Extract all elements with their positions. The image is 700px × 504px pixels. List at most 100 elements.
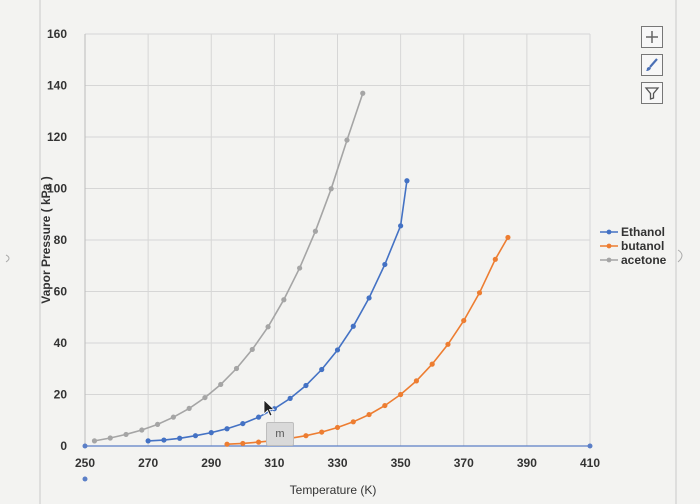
data-point[interactable] — [350, 419, 356, 425]
data-point[interactable] — [249, 346, 255, 353]
tick-labels: 0 20 40 60 80 100 120 140 160 250 270 290 310 330 350 3… — [47, 27, 600, 470]
x-tick-label: 330 — [327, 456, 347, 470]
chart-frame — [5, 0, 683, 504]
chart-filters-funnel-icon[interactable] — [641, 82, 663, 104]
data-point[interactable] — [334, 347, 341, 353]
x-axis-title: Temperature (K) — [290, 483, 377, 497]
legend-swatch-marker — [606, 257, 612, 263]
chart-styles-brush-icon[interactable] — [641, 54, 663, 76]
data-point[interactable] — [350, 323, 356, 329]
data-point[interactable] — [107, 435, 113, 441]
legend-swatch-marker — [606, 243, 612, 249]
data-point[interactable] — [366, 295, 372, 301]
series-butanol[interactable] — [224, 234, 511, 447]
data-point[interactable] — [344, 137, 350, 143]
data-point[interactable] — [192, 433, 199, 439]
x-tick-label: 410 — [580, 456, 600, 470]
plot-area[interactable] — [91, 90, 511, 447]
data-point[interactable] — [328, 186, 334, 192]
x-tick-label: 350 — [391, 456, 411, 470]
y-tick-label: 100 — [47, 182, 67, 196]
data-point[interactable] — [398, 223, 404, 229]
data-point[interactable] — [154, 421, 161, 427]
data-point[interactable] — [334, 424, 341, 431]
data-point[interactable] — [382, 402, 388, 409]
series-line-Ethanol[interactable] — [148, 180, 408, 442]
data-point[interactable] — [91, 438, 98, 444]
data-point[interactable] — [170, 414, 176, 420]
data-point[interactable] — [202, 394, 208, 401]
series-Ethanol[interactable] — [145, 178, 410, 444]
data-point[interactable] — [287, 395, 293, 401]
data-point[interactable] — [297, 265, 303, 271]
legend-label: Ethanol — [621, 225, 665, 239]
series-line-acetone[interactable] — [94, 92, 364, 442]
data-point[interactable] — [382, 261, 388, 268]
x-tick-label: 250 — [75, 456, 95, 470]
y-tick-label: 60 — [54, 285, 68, 299]
y-tick-label: 120 — [47, 130, 67, 144]
data-point[interactable] — [265, 324, 271, 330]
data-point[interactable] — [161, 437, 167, 443]
chart-elements-plus-icon[interactable] — [641, 26, 663, 48]
data-point[interactable] — [413, 378, 420, 384]
data-point[interactable] — [123, 431, 129, 438]
data-point[interactable] — [360, 90, 366, 96]
data-point[interactable] — [303, 382, 309, 389]
data-point[interactable] — [312, 228, 319, 234]
data-point[interactable] — [398, 391, 404, 398]
data-point[interactable] — [319, 429, 325, 435]
data-point[interactable] — [429, 361, 435, 367]
selection-handle — [82, 443, 88, 449]
gridlines — [85, 33, 591, 446]
data-point[interactable] — [319, 366, 325, 373]
data-point[interactable] — [271, 406, 277, 412]
y-axis-title: Vapor Pressure ( kPa ) — [39, 176, 53, 303]
legend-swatch-marker — [606, 229, 612, 235]
y-tick-label: 140 — [47, 79, 67, 93]
data-point[interactable] — [145, 438, 151, 444]
data-point[interactable] — [476, 290, 483, 296]
data-point[interactable] — [240, 440, 246, 447]
y-tick-label: 0 — [60, 439, 67, 453]
legend-item-acetone[interactable]: acetone — [600, 253, 667, 267]
selection-handle — [587, 443, 593, 449]
brush-icon — [646, 58, 658, 71]
data-point[interactable] — [492, 256, 498, 262]
legend-label: butanol — [621, 239, 664, 253]
x-tick-label: 290 — [201, 456, 221, 470]
data-point[interactable] — [224, 441, 230, 447]
data-point[interactable] — [240, 420, 246, 427]
x-tick-label: 390 — [517, 456, 537, 470]
data-point[interactable] — [445, 341, 451, 347]
x-tick-label: 370 — [454, 456, 474, 470]
data-point[interactable] — [404, 178, 410, 184]
data-point[interactable] — [186, 405, 192, 412]
data-point[interactable] — [366, 411, 372, 418]
x-tick-label: 310 — [264, 456, 284, 470]
data-point[interactable] — [233, 365, 240, 372]
data-point[interactable] — [255, 414, 262, 420]
cursor-arrow-icon — [263, 399, 276, 417]
data-point[interactable] — [208, 430, 214, 436]
data-point[interactable] — [303, 433, 309, 439]
data-point[interactable] — [505, 234, 511, 241]
legend-item-butanol[interactable]: butanol — [600, 239, 664, 253]
x-tick-label: 270 — [138, 456, 158, 470]
data-point[interactable] — [139, 427, 145, 433]
data-point[interactable] — [255, 439, 262, 445]
data-point[interactable] — [224, 426, 230, 432]
data-point[interactable] — [461, 317, 467, 324]
data-point[interactable] — [177, 435, 183, 441]
series-acetone[interactable] — [91, 90, 366, 444]
data-point[interactable] — [218, 381, 224, 388]
legend-item-Ethanol[interactable]: Ethanol — [600, 225, 665, 239]
data-point[interactable] — [281, 297, 287, 303]
axes — [82, 34, 593, 482]
selection-handle — [82, 476, 88, 482]
y-tick-label: 20 — [54, 388, 68, 402]
y-tick-label: 160 — [47, 27, 67, 41]
plus-icon — [646, 31, 658, 43]
